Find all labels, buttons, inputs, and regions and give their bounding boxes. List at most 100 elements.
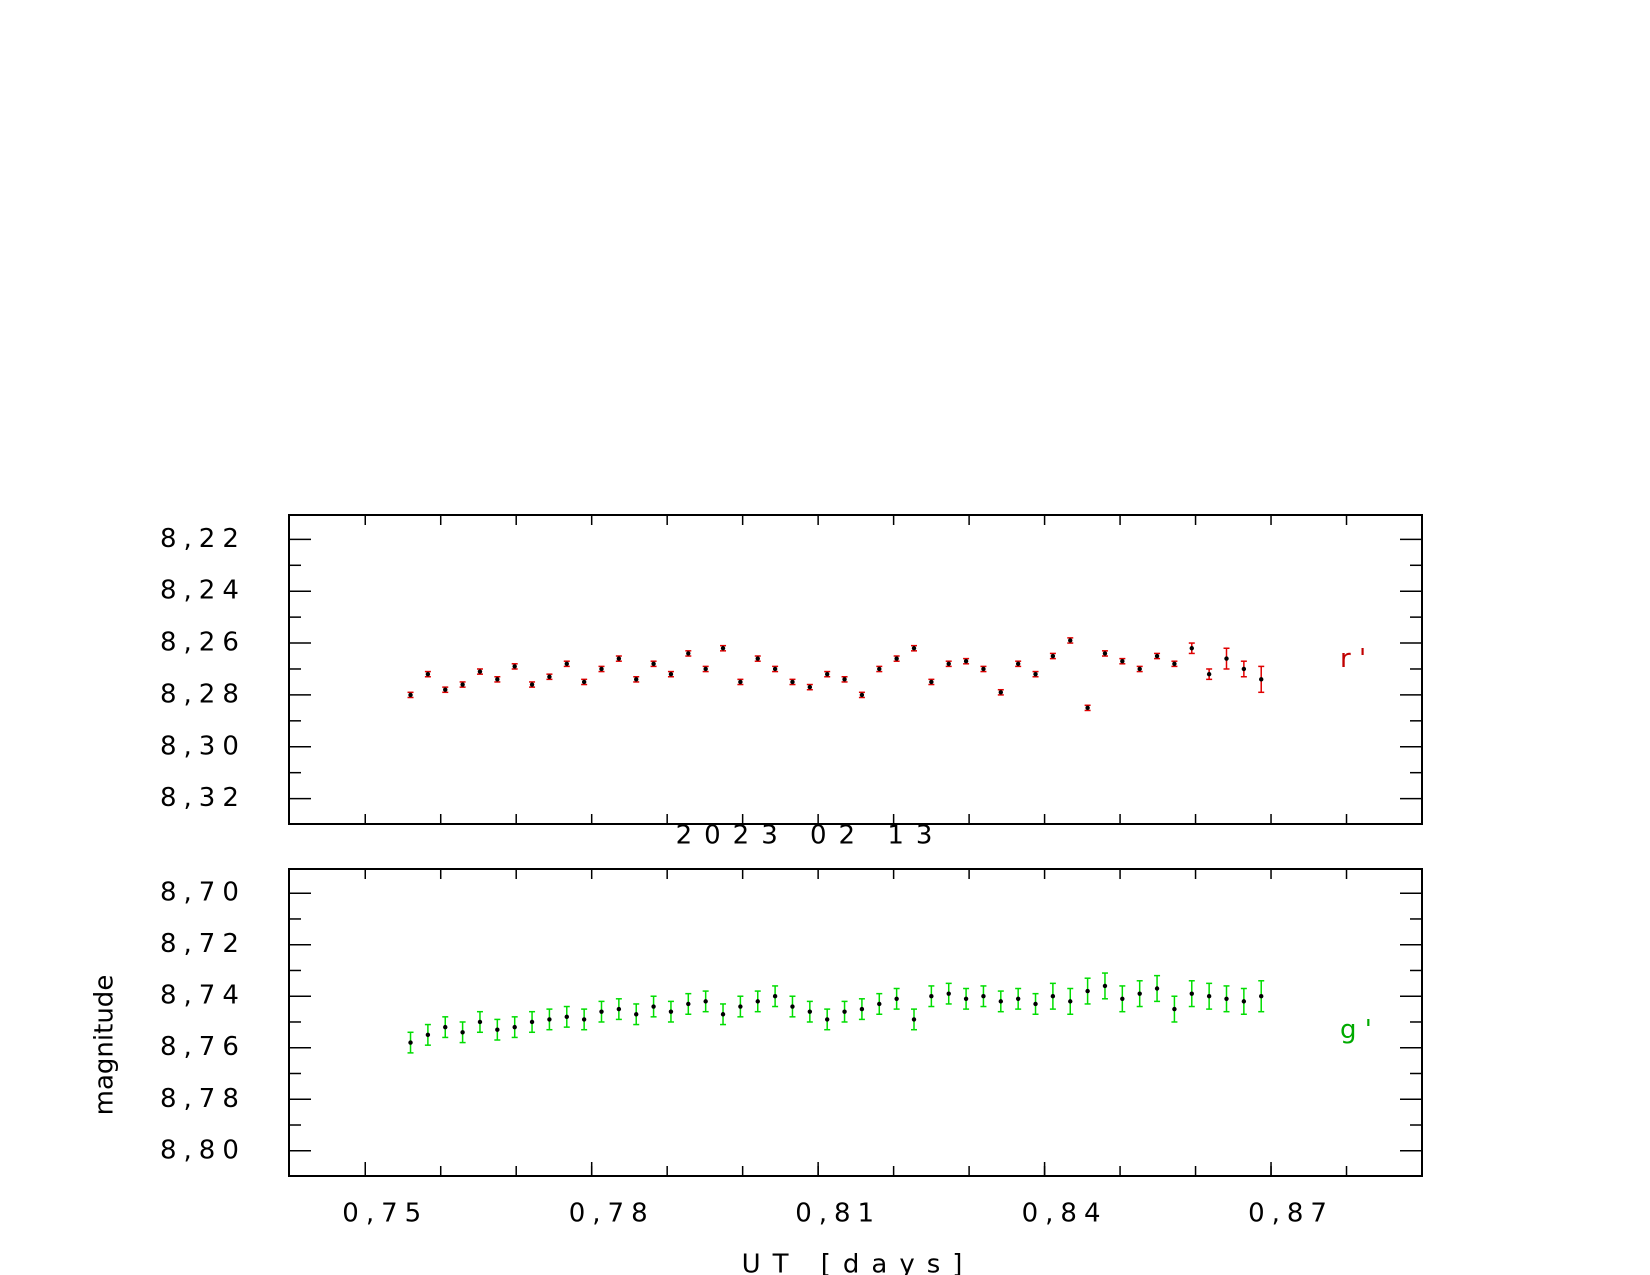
- data-point: [529, 1019, 535, 1025]
- data-point: [686, 651, 691, 656]
- data-point: [842, 677, 847, 682]
- y-tick-label: 8,76: [160, 1032, 246, 1062]
- data-point: [1172, 1006, 1177, 1012]
- x-axis-label: UT [days]: [742, 1250, 975, 1275]
- data-point: [1033, 1001, 1038, 1007]
- data-point: [564, 1014, 569, 1020]
- data-point: [824, 671, 830, 677]
- data-point: [1015, 996, 1021, 1002]
- data-point: [929, 994, 934, 999]
- data-point: [1120, 659, 1125, 664]
- y-tick-label: 8,24: [160, 576, 246, 606]
- plot-frame: [288, 868, 1423, 1177]
- data-point: [703, 666, 708, 672]
- data-point: [408, 692, 413, 698]
- data-point: [738, 679, 743, 685]
- data-point: [963, 996, 969, 1002]
- data-point: [477, 1019, 483, 1025]
- x-tick-label: 0,81: [795, 1199, 881, 1229]
- data-point: [911, 1017, 917, 1022]
- data-point: [1015, 661, 1021, 666]
- data-point: [1189, 991, 1194, 996]
- data-point: [790, 1004, 795, 1009]
- data-point: [859, 692, 865, 698]
- data-point: [1172, 661, 1177, 666]
- data-point: [1120, 996, 1125, 1002]
- data-point: [443, 1024, 448, 1030]
- data-point: [1154, 653, 1160, 659]
- y-tick-label: 8,74: [160, 981, 246, 1011]
- y-axis-label: magnitude: [90, 975, 120, 1116]
- y-tick-label: 8,78: [160, 1084, 246, 1114]
- data-point: [946, 991, 951, 996]
- data-point: [946, 661, 951, 666]
- data-point: [720, 1012, 726, 1017]
- data-point: [1241, 666, 1247, 672]
- data-point: [981, 994, 986, 999]
- data-point: [755, 999, 760, 1004]
- data-point: [1102, 983, 1108, 989]
- data-point: [599, 1009, 604, 1014]
- data-point: [686, 1001, 691, 1007]
- x-tick-label: 0,87: [1248, 1199, 1334, 1229]
- y-tick-label: 8,70: [160, 878, 246, 908]
- data-point: [877, 1001, 882, 1007]
- x-tick-label: 0,75: [342, 1199, 428, 1229]
- x-tick-label: 0,84: [1022, 1199, 1108, 1229]
- y-tick-label: 8,72: [160, 929, 246, 959]
- data-point: [581, 1017, 587, 1022]
- data-point: [616, 1006, 622, 1012]
- y-tick-label: 8,26: [160, 628, 246, 658]
- data-point: [547, 1017, 552, 1022]
- data-point: [1154, 986, 1160, 991]
- data-point: [668, 1009, 674, 1014]
- data-point: [963, 659, 969, 664]
- data-point: [807, 684, 813, 690]
- data-point: [877, 666, 882, 672]
- data-point: [859, 1006, 865, 1012]
- data-point: [1085, 988, 1090, 994]
- x-tick-label: 0,78: [569, 1199, 655, 1229]
- data-point: [1102, 651, 1108, 656]
- data-point: [1050, 994, 1056, 999]
- data-point: [1050, 653, 1056, 659]
- data-point: [842, 1009, 847, 1014]
- data-point: [495, 677, 500, 682]
- data-point: [1206, 994, 1212, 999]
- data-point: [720, 646, 726, 651]
- y-tick-label: 8,32: [160, 783, 246, 813]
- data-point: [1259, 677, 1264, 682]
- data-point: [616, 656, 622, 661]
- data-point: [981, 666, 986, 672]
- y-tick-label: 8,30: [160, 731, 246, 761]
- data-point: [512, 1024, 517, 1030]
- data-point: [564, 661, 569, 666]
- data-point: [772, 666, 778, 672]
- data-point: [790, 679, 795, 685]
- data-point: [929, 679, 934, 685]
- y-tick-label: 8,22: [160, 524, 246, 554]
- data-point: [807, 1009, 813, 1014]
- y-tick-label: 8,28: [160, 679, 246, 709]
- chart-title: 2023 02 13: [676, 821, 945, 851]
- y-tick-label: 8,80: [160, 1135, 246, 1165]
- data-point: [703, 999, 708, 1004]
- data-point: [460, 1030, 465, 1035]
- data-point: [512, 664, 517, 669]
- data-point: [668, 671, 674, 677]
- data-point: [634, 1012, 639, 1017]
- data-point: [755, 656, 760, 661]
- series-label: r ': [1340, 644, 1366, 674]
- data-point: [998, 999, 1004, 1004]
- data-point: [408, 1040, 413, 1045]
- data-point: [894, 656, 899, 661]
- data-point: [1068, 638, 1073, 643]
- data-point: [772, 994, 778, 999]
- data-point: [460, 682, 465, 687]
- data-point: [911, 646, 917, 651]
- data-point: [1137, 991, 1142, 996]
- data-point: [581, 679, 587, 685]
- data-point: [529, 682, 535, 687]
- data-point: [1085, 705, 1090, 711]
